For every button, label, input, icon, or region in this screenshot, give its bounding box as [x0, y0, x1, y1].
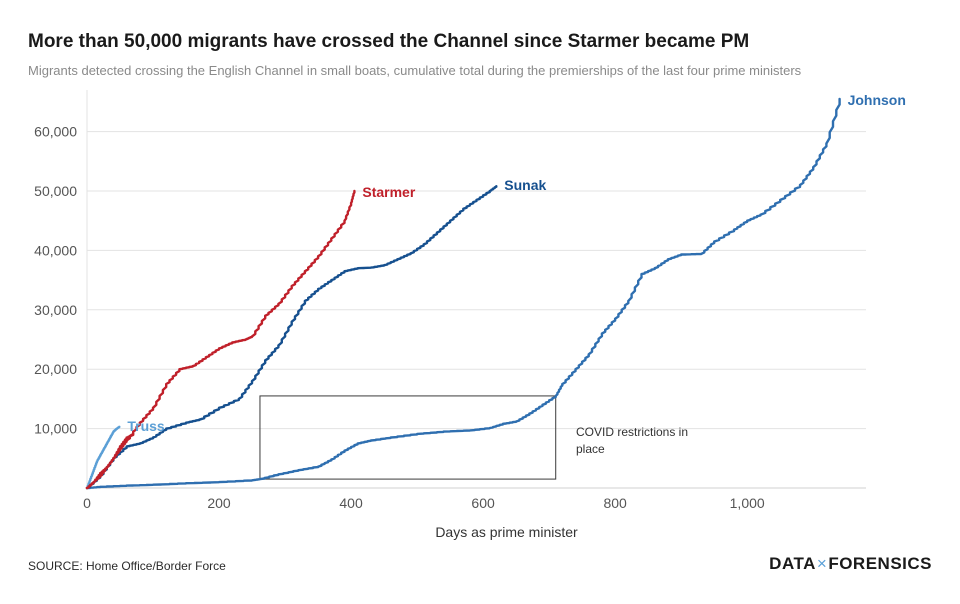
- series-labels: Johnson Truss Sunak Starmer: [127, 92, 906, 434]
- brand-right: FORENSICS: [828, 554, 932, 573]
- axes: 10,000 20,000 30,000 40,000 50,000 60,000 0 200…: [34, 124, 866, 540]
- y-tick-label: 30,000: [34, 302, 77, 318]
- brand-separator: ×: [816, 554, 828, 573]
- x-tick-label: 0: [83, 495, 91, 511]
- series-line-starmer: [85, 189, 356, 490]
- chart-title: More than 50,000 migrants have crossed t…: [28, 31, 750, 52]
- x-tick-label: 600: [471, 495, 495, 511]
- x-tick-label: 400: [339, 495, 363, 511]
- chart-subtitle: Migrants detected crossing the English C…: [28, 63, 802, 78]
- annotation-text: place: [576, 442, 605, 456]
- x-tick-label: 200: [207, 495, 231, 511]
- annotation-group: COVID restrictions in place: [259, 395, 688, 480]
- series-label-sunak: Sunak: [504, 177, 546, 193]
- y-tick-label: 20,000: [34, 361, 77, 377]
- x-tick-label: 1,000: [730, 495, 765, 511]
- brand-logo: DATA×FORENSICS: [769, 554, 932, 574]
- covid-period-box: [259, 395, 557, 480]
- grid-lines: [86, 90, 866, 488]
- series-lines: [85, 97, 841, 490]
- series-line-sunak: [85, 185, 498, 490]
- annotation-text: COVID restrictions in: [576, 425, 688, 439]
- series-line-johnson: [85, 97, 841, 490]
- y-tick-label: 10,000: [34, 421, 77, 437]
- y-tick-label: 50,000: [34, 183, 77, 199]
- x-tick-label: 800: [603, 495, 627, 511]
- series-line-starmer-early: [85, 433, 135, 490]
- series-label-starmer: Starmer: [362, 184, 415, 200]
- series-label-truss: Truss: [127, 418, 165, 434]
- brand-left: DATA: [769, 554, 816, 573]
- y-tick-label: 60,000: [34, 124, 77, 140]
- source-note: SOURCE: Home Office/Border Force: [28, 559, 226, 573]
- series-label-johnson: Johnson: [848, 92, 906, 108]
- y-tick-label: 40,000: [34, 242, 77, 258]
- series-line-truss: [85, 425, 121, 490]
- x-axis-label: Days as prime minister: [435, 524, 578, 540]
